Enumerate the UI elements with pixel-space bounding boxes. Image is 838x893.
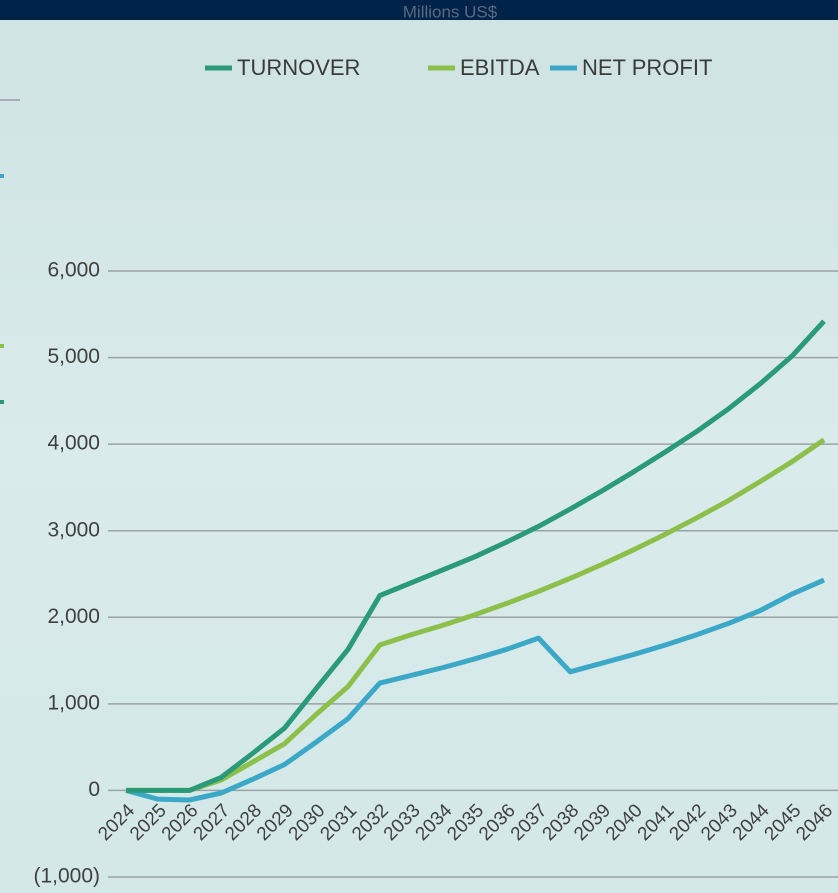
y-tick-label: 2,000 [47,605,100,628]
y-label: Millions US$ [403,2,498,21]
legend-label: NET PROFIT [582,55,712,80]
y-tick-label: 3,000 [47,518,100,541]
line-series [126,437,826,793]
legend-item: EBITDA [428,55,540,80]
line-series [125,577,825,803]
y-tick-label: 4,000 [47,432,100,455]
legend-label: EBITDA [460,55,540,80]
legend-item: NET PROFIT [550,55,712,80]
y-tick-label: 1,000 [47,691,100,714]
y-tick-label: 0 [88,778,100,801]
y-tick-label: (1,000) [33,865,100,888]
line-series [126,319,826,793]
y-tick-label: 5,000 [47,345,100,368]
legend-label: TURNOVER [237,55,360,80]
left-decor [0,99,20,404]
legend-item: TURNOVER [205,55,360,80]
top-bar [0,0,838,20]
y-tick-label: 6,000 [47,259,100,282]
